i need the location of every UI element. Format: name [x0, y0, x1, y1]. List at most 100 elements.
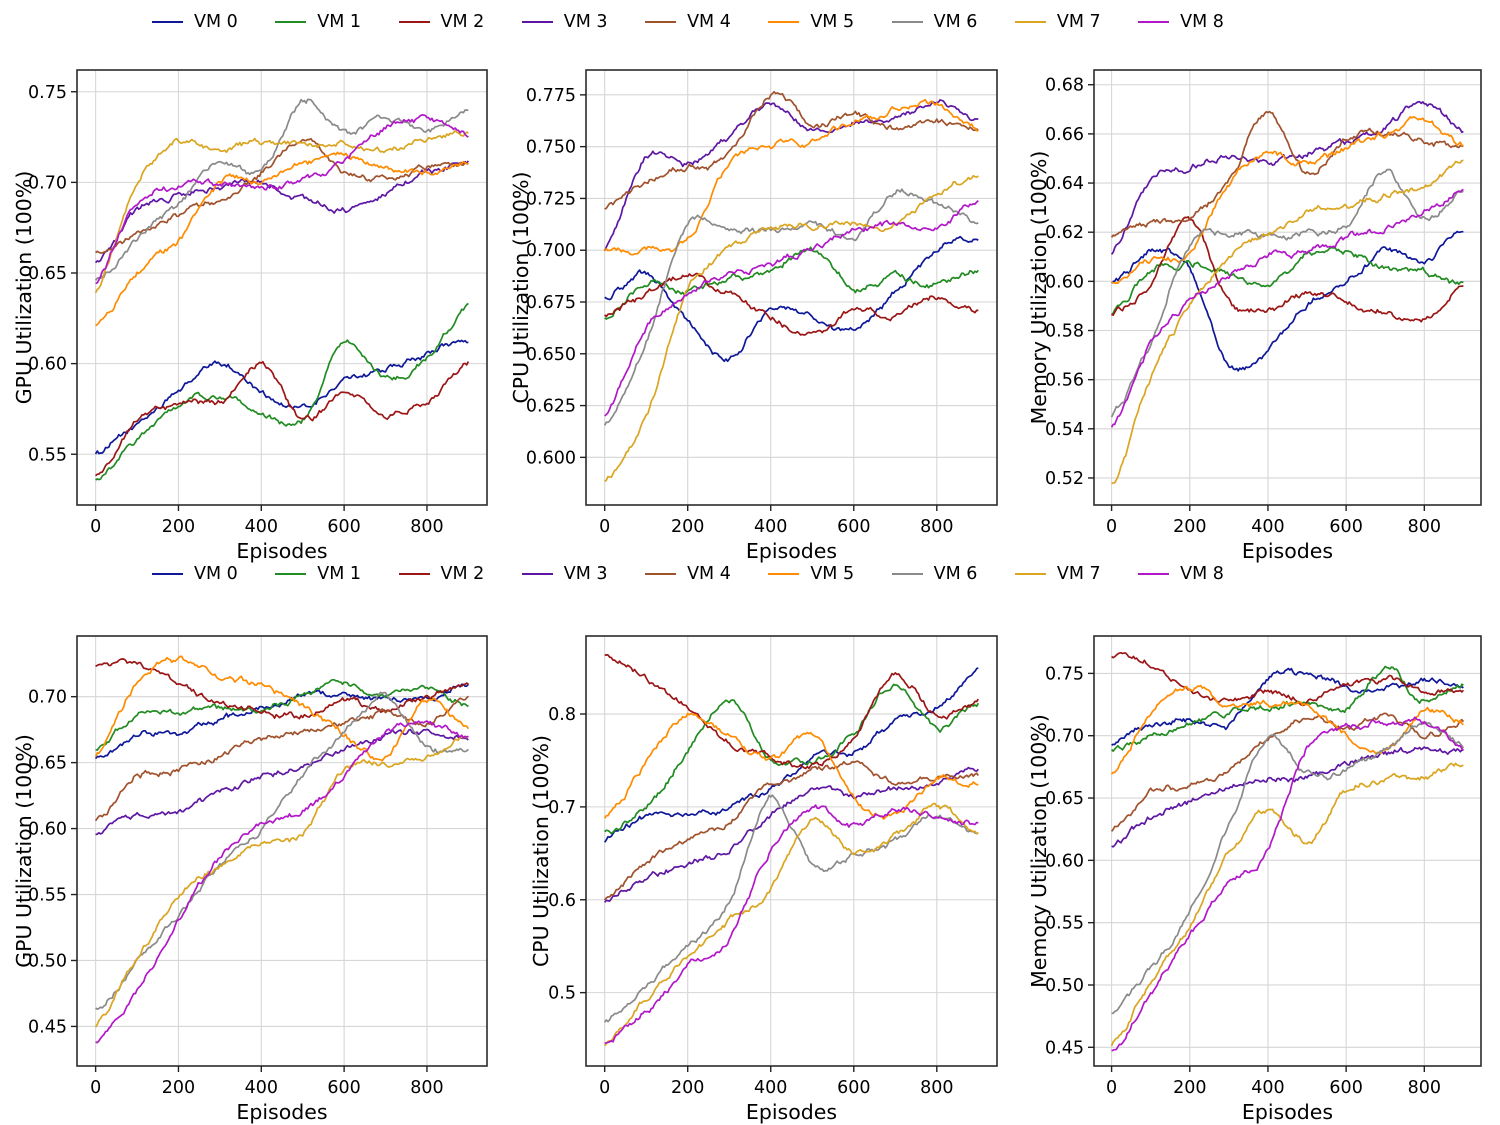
- legend-label: VM 3: [563, 564, 608, 584]
- series-line-vm2: [1111, 651, 1465, 707]
- legend-label: VM 2: [440, 564, 485, 584]
- y-tick-label: 0.55: [28, 445, 67, 465]
- series-line-vm3: [1111, 746, 1464, 848]
- legend-label: VM 6: [933, 12, 978, 32]
- x-tick-label: 400: [1251, 1078, 1284, 1098]
- x-tick-label: 400: [245, 517, 278, 537]
- series-line-vm3: [1110, 100, 1464, 255]
- y-tick-label: 0.775: [526, 86, 576, 106]
- y-tick-label: 0.65: [1045, 789, 1084, 809]
- series-line-vm4: [1110, 110, 1464, 238]
- series-line-vm7: [604, 802, 979, 1047]
- legend-item-vm3: VM 3: [521, 12, 608, 32]
- x-axis-label: Episodes: [1242, 539, 1333, 563]
- series-line-vm7: [604, 174, 979, 483]
- tick-marks: [71, 91, 428, 511]
- x-tick-label: 600: [1329, 1078, 1362, 1098]
- y-tick-label: 0.60: [1045, 272, 1084, 292]
- series-line-vm4: [604, 760, 979, 901]
- x-tick-label: 800: [1408, 517, 1441, 537]
- x-tick-label: 0: [90, 517, 101, 537]
- y-tick-label: 0.750: [526, 138, 576, 158]
- tick-marks: [580, 713, 938, 1072]
- y-tick-label: 0.54: [1045, 420, 1084, 440]
- series-line-vm4: [95, 137, 469, 254]
- y-tick-label: 0.7: [548, 798, 576, 818]
- series-line-vm1: [604, 246, 979, 320]
- series-line-vm2: [604, 272, 979, 336]
- y-tick-label: 0.50: [28, 951, 67, 971]
- x-tick-label: 400: [754, 517, 787, 537]
- legend-line-swatch: [645, 21, 677, 23]
- series-line-vm4: [1110, 712, 1465, 832]
- axes-frame: [1093, 69, 1482, 506]
- legend-line-swatch: [398, 21, 430, 23]
- legend-line-swatch: [1138, 21, 1170, 23]
- y-axis-label: GPU Utilization (100%): [12, 734, 36, 968]
- series-line-vm0: [603, 667, 979, 843]
- x-axis-label: Episodes: [746, 539, 837, 563]
- legend-item-vm1: VM 1: [275, 12, 361, 32]
- series-line-vm0: [1110, 230, 1464, 372]
- series-line-vm7: [94, 735, 469, 1028]
- y-axis-label: CPU Utilization (100%): [529, 735, 553, 967]
- series-line-vm5: [94, 655, 470, 762]
- legend-line-swatch: [521, 21, 553, 23]
- y-tick-label: 0.700: [526, 241, 576, 261]
- plot-mem-bottom: 0 200 400 600 800 0.45 0.50 0.55 0.60 0.65 0.70 0.7…: [1027, 635, 1482, 1124]
- y-tick-label: 0.60: [28, 820, 67, 840]
- x-tick-label: 400: [245, 1078, 278, 1098]
- series-line-vm2: [1111, 216, 1464, 323]
- x-tick-label: 600: [837, 1078, 870, 1098]
- legend-line-swatch: [521, 573, 553, 575]
- gridlines: [586, 636, 997, 1066]
- series-line-vm1: [95, 678, 469, 751]
- gridlines: [586, 70, 997, 505]
- legend-line-swatch: [152, 21, 183, 23]
- x-tick-label: 0: [599, 1078, 610, 1098]
- series-line-vm1: [1111, 665, 1464, 752]
- legend-line-swatch: [1138, 573, 1170, 575]
- axes-frame: [76, 69, 488, 506]
- legend-row-bottom: VM 0 VM 1 VM 2 VM 3 VM 4 VM 5 VM 6 VM 7 VM 8: [152, 559, 1224, 589]
- legend-item-vm0: VM 0: [152, 12, 238, 32]
- legend-label: VM 8: [1180, 564, 1224, 584]
- x-tick-label: 800: [410, 517, 443, 537]
- x-axis-label: Episodes: [1242, 1100, 1333, 1124]
- series-line-vm6: [1110, 168, 1464, 418]
- legend-label: VM 0: [194, 564, 238, 584]
- series-line-vm8: [604, 804, 979, 1044]
- y-tick-label: 0.52: [1045, 469, 1084, 489]
- y-axis-label: CPU Utilization (100%): [509, 171, 533, 403]
- y-tick-label: 0.5: [548, 984, 576, 1004]
- series-line-vm8: [1111, 716, 1464, 1052]
- legend-item-vm1: VM 1: [275, 564, 361, 584]
- y-tick-label: 0.675: [526, 293, 576, 313]
- tick-marks: [71, 695, 428, 1072]
- legend-label: VM 0: [194, 12, 238, 32]
- y-tick-label: 0.45: [28, 1017, 67, 1037]
- y-tick-label: 0.62: [1045, 223, 1084, 243]
- y-axis-label: Memory Utilization (100%): [1027, 714, 1051, 988]
- y-tick-label: 0.58: [1045, 322, 1084, 342]
- y-tick-label: 0.75: [28, 83, 67, 103]
- x-tick-label: 200: [162, 517, 195, 537]
- plot-cpu-top: 0 200 400 600 800 0.600 0.625 0.650 0.675 0.700 0.…: [509, 69, 998, 563]
- legend-line-swatch: [398, 573, 430, 575]
- legend-label: VM 1: [317, 564, 362, 584]
- series-line-vm8: [604, 200, 979, 417]
- legend-line-swatch: [891, 573, 923, 575]
- y-tick-label: 0.70: [28, 173, 67, 193]
- legend-line-swatch: [1014, 573, 1046, 575]
- y-tick-label: 0.65: [28, 754, 67, 774]
- y-tick-label: 0.56: [1045, 371, 1084, 391]
- legend-line-swatch: [275, 573, 307, 575]
- legend-label: VM 6: [933, 564, 978, 584]
- legend-item-vm7: VM 7: [1014, 12, 1101, 32]
- plot-gpu-bottom: 0 200 400 600 800 0.45 0.50 0.55 0.60 0.65 0.70 Epi…: [12, 635, 488, 1124]
- series-line-vm3: [603, 99, 979, 252]
- series-line-vm6: [95, 691, 469, 1011]
- series-line-vm5: [95, 151, 469, 327]
